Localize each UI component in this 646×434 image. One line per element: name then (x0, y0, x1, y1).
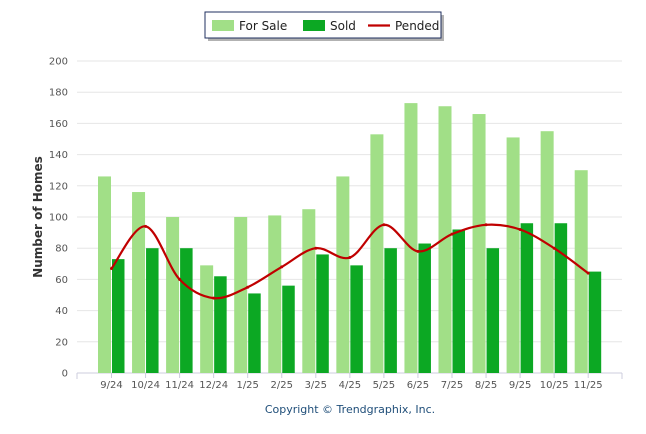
bar-sold[interactable] (350, 265, 363, 373)
bar-sold[interactable] (486, 248, 500, 373)
bar-sold[interactable] (588, 271, 602, 373)
x-tick-label: 3/25 (305, 380, 327, 391)
x-tick-label: 7/25 (441, 380, 463, 391)
bar-for-sale[interactable] (234, 217, 248, 373)
bar-for-sale[interactable] (166, 217, 180, 373)
x-tick-label: 4/25 (339, 380, 361, 391)
x-tick-label: 10/24 (131, 380, 160, 391)
pended-point[interactable] (450, 232, 454, 236)
bar-sold[interactable] (452, 229, 466, 373)
y-tick-label: 0 (62, 369, 68, 380)
bar-sold[interactable] (112, 259, 125, 373)
legend-label[interactable]: Sold (330, 19, 356, 33)
x-tick-label: 11/25 (574, 380, 603, 391)
legend-label[interactable]: Pended (395, 19, 439, 33)
y-tick-label: 140 (49, 150, 68, 161)
pended-point[interactable] (110, 266, 113, 270)
pended-point[interactable] (178, 277, 182, 281)
bar-sold[interactable] (384, 248, 397, 373)
legend-swatch-sold (303, 20, 325, 31)
y-axis-label: Number of Homes (31, 156, 45, 278)
bar-for-sale[interactable] (98, 176, 111, 373)
pended-point[interactable] (552, 246, 556, 250)
x-tick-label: 5/25 (373, 380, 395, 391)
legend: For Sale Sold Pended (204, 11, 444, 41)
y-tick-label: 100 (49, 213, 68, 224)
bar-for-sale[interactable] (302, 209, 316, 373)
copyright-footer: Copyright © Trendgraphix, Inc. (265, 403, 435, 416)
x-tick-label: 9/25 (509, 380, 531, 391)
bar-sold[interactable] (316, 254, 329, 373)
y-tick-label: 180 (49, 88, 68, 99)
x-tick-label: 8/25 (475, 380, 497, 391)
bar-sold[interactable] (282, 285, 295, 373)
bar-for-sale[interactable] (438, 106, 452, 374)
bar-for-sale[interactable] (370, 134, 384, 373)
x-tick-label: 1/25 (236, 380, 258, 391)
pended-point[interactable] (314, 246, 318, 250)
y-tick-label: 20 (55, 337, 68, 348)
pended-point[interactable] (246, 285, 250, 289)
y-tick-label: 80 (55, 244, 68, 255)
pended-point[interactable] (212, 296, 216, 300)
bar-for-sale[interactable] (574, 170, 588, 373)
bar-for-sale[interactable] (540, 131, 554, 373)
y-tick-label: 120 (49, 181, 68, 192)
bar-for-sale[interactable] (132, 192, 146, 373)
y-tick-label: 200 (49, 57, 68, 68)
bar-for-sale[interactable] (268, 215, 282, 373)
legend-swatch-for-sale (212, 20, 234, 31)
bar-sold[interactable] (248, 293, 261, 373)
y-tick-label: 160 (49, 119, 68, 130)
x-tick-label: 9/24 (100, 380, 122, 391)
y-tick-label: 40 (55, 306, 68, 317)
bar-sold[interactable] (180, 248, 193, 373)
pended-point[interactable] (484, 223, 488, 227)
pended-point[interactable] (586, 271, 590, 275)
y-tick-label: 60 (55, 275, 68, 286)
pended-point[interactable] (518, 227, 522, 231)
bar-for-sale[interactable] (404, 103, 418, 374)
bar-for-sale[interactable] (506, 137, 520, 373)
bar-for-sale[interactable] (472, 114, 486, 373)
x-tick-label: 11/24 (165, 380, 194, 391)
bar-sold[interactable] (554, 223, 568, 373)
x-tick-label: 10/25 (540, 380, 569, 391)
bar-for-sale[interactable] (336, 176, 350, 373)
bar-sold[interactable] (146, 248, 159, 373)
bar-sold[interactable] (520, 223, 534, 373)
legend-label[interactable]: For Sale (239, 19, 287, 33)
bar-sold[interactable] (418, 243, 431, 373)
x-tick-label: 6/25 (407, 380, 429, 391)
x-tick-label: 12/24 (199, 380, 228, 391)
pended-point[interactable] (348, 256, 352, 260)
pended-point[interactable] (416, 249, 420, 253)
x-tick-label: 2/25 (271, 380, 293, 391)
pended-point[interactable] (280, 265, 284, 269)
bar-for-sale[interactable] (200, 265, 214, 373)
bar-sold[interactable] (214, 276, 227, 373)
pended-point[interactable] (144, 224, 148, 228)
pended-point[interactable] (382, 223, 386, 227)
